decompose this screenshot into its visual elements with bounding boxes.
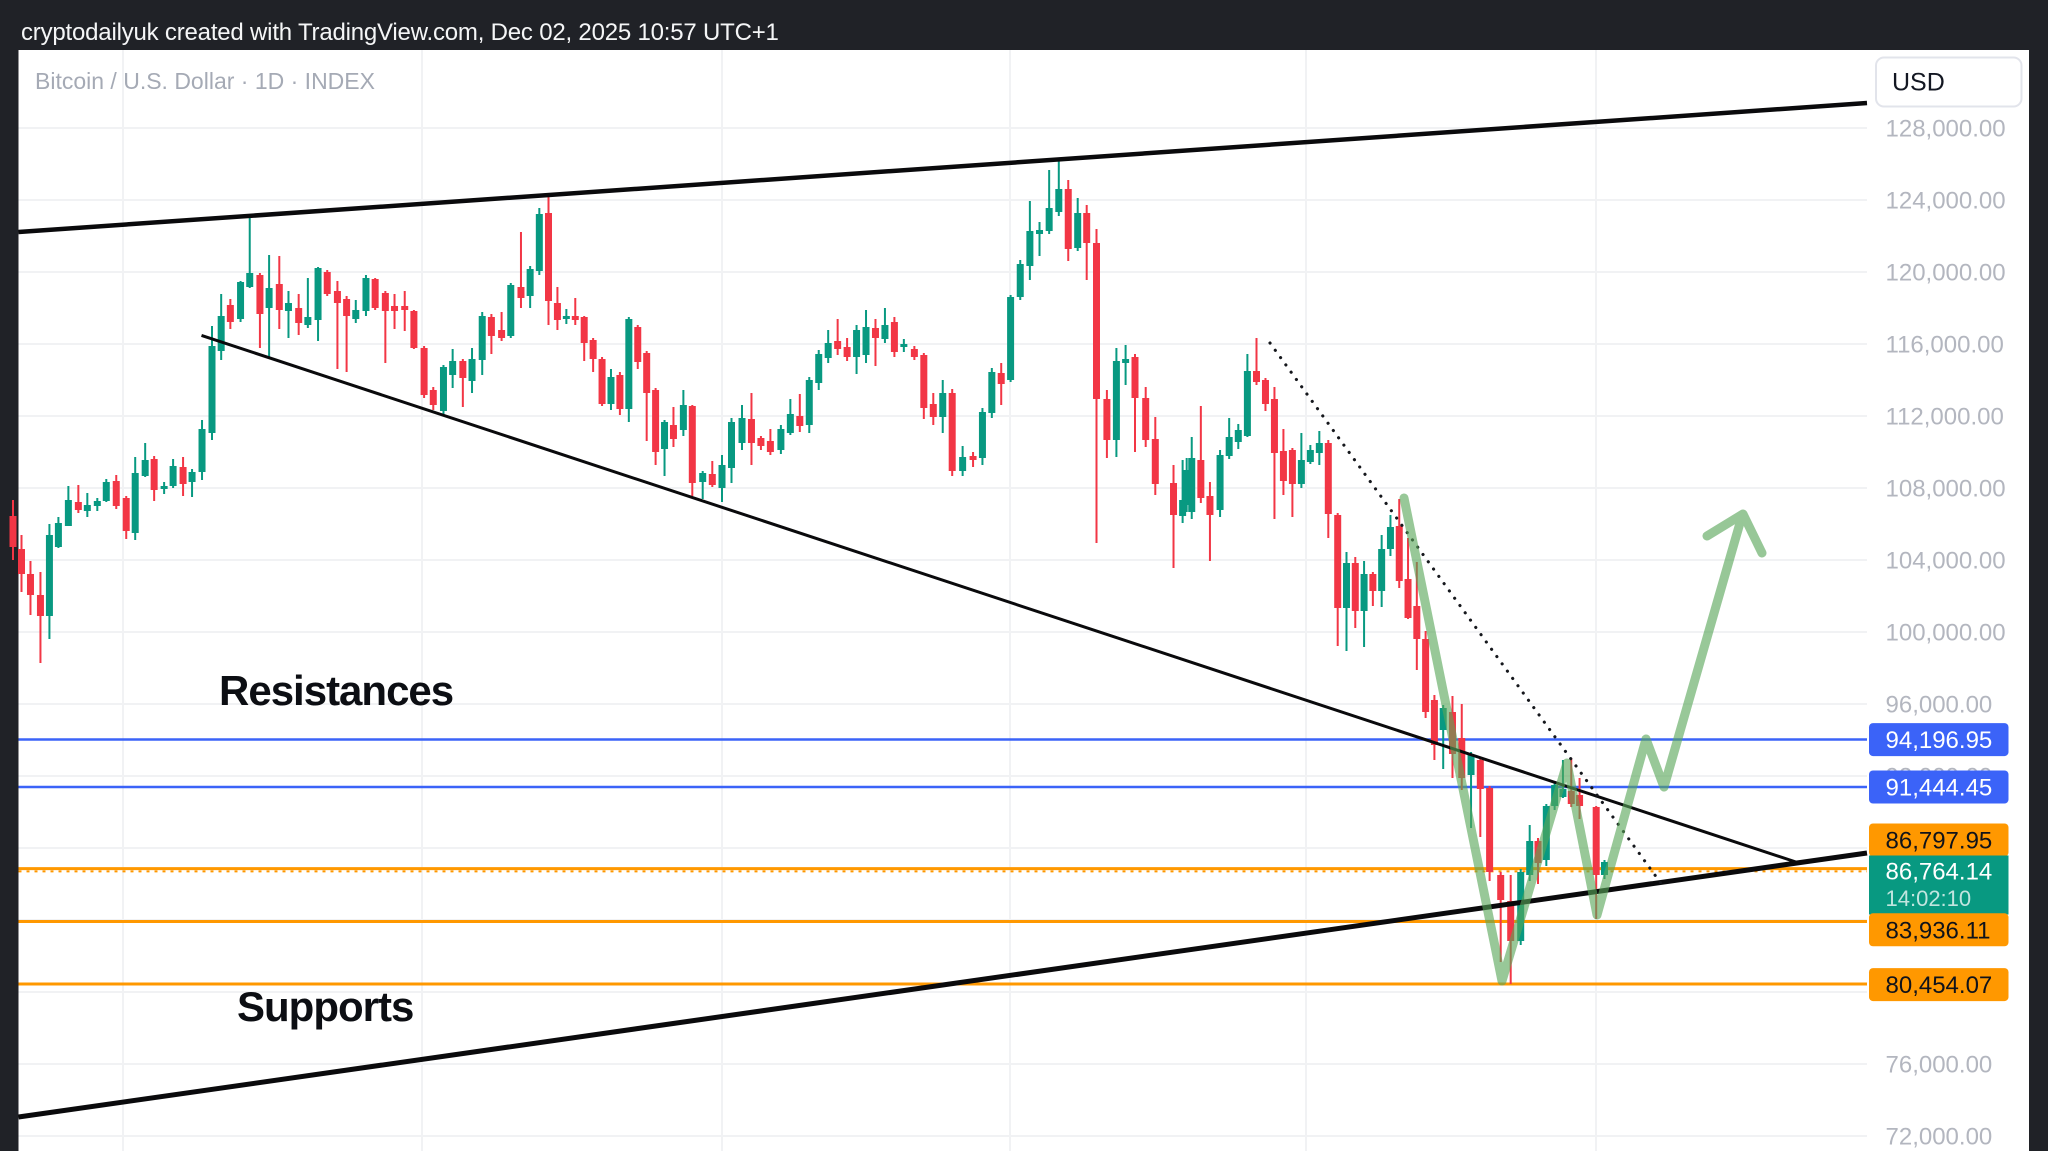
svg-text:Bitcoin / U.S. Dollar · 1D · I: Bitcoin / U.S. Dollar · 1D · INDEX xyxy=(35,68,375,94)
svg-text:76,000.00: 76,000.00 xyxy=(1886,1052,1993,1079)
svg-text:116,000.00: 116,000.00 xyxy=(1886,332,2004,359)
svg-text:86,764.14: 86,764.14 xyxy=(1886,859,1993,886)
svg-text:128,000.00: 128,000.00 xyxy=(1886,116,2006,143)
svg-text:86,797.95: 86,797.95 xyxy=(1886,828,1993,855)
svg-text:120,000.00: 120,000.00 xyxy=(1886,260,2006,287)
svg-text:108,000.00: 108,000.00 xyxy=(1886,476,2006,503)
svg-text:Resistances: Resistances xyxy=(219,667,453,714)
svg-text:80,454.07: 80,454.07 xyxy=(1886,972,1993,999)
svg-text:Supports: Supports xyxy=(237,983,413,1030)
svg-text:14:02:10: 14:02:10 xyxy=(1886,886,1972,911)
svg-text:94,196.95: 94,196.95 xyxy=(1886,727,1993,754)
svg-text:72,000.00: 72,000.00 xyxy=(1886,1124,1993,1151)
svg-text:104,000.00: 104,000.00 xyxy=(1886,548,2006,575)
svg-text:96,000.00: 96,000.00 xyxy=(1886,692,1993,719)
svg-text:USD: USD xyxy=(1892,69,1945,97)
svg-text:100,000.00: 100,000.00 xyxy=(1886,620,2006,647)
svg-text:112,000.00: 112,000.00 xyxy=(1886,404,2004,431)
svg-text:124,000.00: 124,000.00 xyxy=(1886,188,2006,215)
svg-text:91,444.45: 91,444.45 xyxy=(1886,775,1993,802)
svg-text:cryptodailyuk created with Tra: cryptodailyuk created with TradingView.c… xyxy=(21,19,779,46)
svg-text:83,936.11: 83,936.11 xyxy=(1886,917,1991,944)
